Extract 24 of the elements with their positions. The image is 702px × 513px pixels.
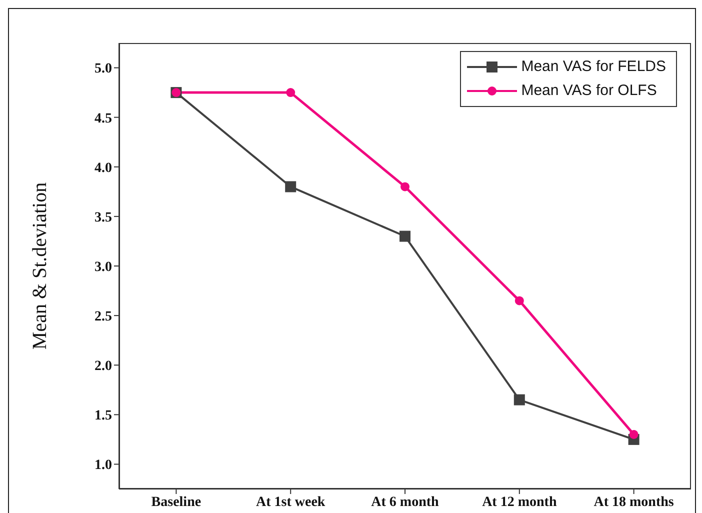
legend-label: Mean VAS for OLFS — [521, 81, 657, 101]
y-tick-label: 2.0 — [94, 359, 112, 374]
y-tick-label: 3.5 — [94, 210, 112, 226]
point — [286, 88, 296, 98]
x-tick-label: At 12 month — [482, 494, 557, 510]
x-tick-label: At 6 month — [371, 494, 440, 510]
y-tick-label: 2.5 — [94, 310, 112, 325]
x-tick-label: At 18 months — [594, 494, 674, 510]
point — [400, 182, 410, 192]
point — [514, 296, 524, 306]
point — [514, 394, 525, 406]
y-tick-label: 3.0 — [94, 260, 112, 275]
y-tick-label: 4.0 — [94, 160, 112, 176]
x-tick-label: At 1st week — [256, 494, 326, 510]
point — [285, 181, 296, 192]
y-tick-label: 1.5 — [94, 408, 112, 424]
point — [629, 430, 638, 439]
point — [400, 230, 410, 242]
y-axis-title: Mean & St.deviation — [29, 182, 52, 350]
x-tick-label: Baseline — [151, 494, 202, 510]
y-tick-label: 5.0 — [94, 62, 112, 77]
y-tick-label: 4.5 — [94, 111, 112, 126]
y-tick-label: 1.0 — [94, 458, 112, 474]
legend-label: Mean VAS for FELDS — [521, 57, 666, 77]
